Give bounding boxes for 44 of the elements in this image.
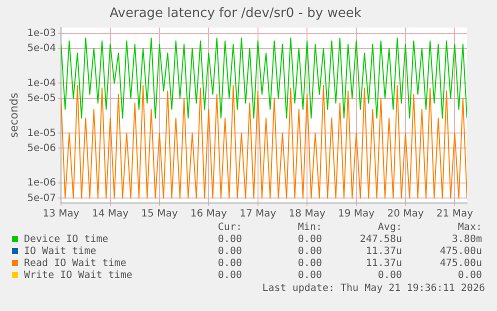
text: 475.00u (438, 258, 482, 270)
legend-label: Write IO Wait time (23, 270, 134, 282)
y-tick-label: 5e-07 (27, 192, 56, 204)
x-tick-label: 16 May (190, 208, 228, 220)
text: 0.00 (296, 258, 322, 270)
x-tick-label: 14 May (92, 208, 129, 220)
text: Max: (456, 222, 482, 234)
text: Cur: (216, 222, 242, 234)
x-tick-label: 15 May (141, 208, 178, 220)
x-tick-label: 18 May (288, 208, 326, 220)
text: 3.80m (450, 234, 482, 246)
text: 0.00 (216, 258, 242, 270)
text: 0.00 (456, 270, 482, 282)
text: 475.00u (438, 246, 482, 258)
text: 0.00 (376, 270, 402, 282)
text: Last update: Thu May 21 19:36:11 2026 (262, 283, 485, 294)
x-tick-label: 17 May (240, 208, 276, 220)
text: 0.00 (296, 270, 322, 282)
x-tick-label: 13 May (42, 208, 80, 220)
text: 0.00 (296, 234, 322, 246)
x-tick-label: 19 May (338, 208, 375, 220)
text: 0.00 (216, 270, 242, 282)
y-tick-label: 5e-05 (27, 92, 56, 104)
legend-label: Read IO Wait time (23, 258, 128, 270)
y-tick-label: 1e-05 (27, 128, 56, 139)
legend-label: Device IO time (23, 234, 110, 246)
y-tick-label: 5e-04 (27, 42, 56, 54)
text: 0.00 (216, 234, 242, 246)
text: 11.37u (364, 258, 402, 270)
text: 0.00 (216, 246, 242, 258)
text: Avg: (376, 222, 402, 234)
text: 247.58u (358, 234, 402, 246)
y-axis-title: seconds (7, 92, 20, 138)
y-tick-label: 1e-03 (27, 28, 56, 39)
x-tick-label: 21 May (436, 208, 474, 220)
y-tick-label: 1e-04 (27, 78, 56, 89)
text: Min: (296, 222, 322, 234)
chart-title: Average latency for /dev/sr0 - by week (110, 6, 362, 22)
text: 11.37u (364, 246, 402, 258)
text: 0.00 (296, 246, 322, 258)
x-tick-label: 20 May (387, 208, 424, 220)
y-tick-label: 5e-06 (27, 142, 56, 154)
legend-label: IO Wait time (23, 246, 98, 258)
y-tick-label: 1e-06 (27, 178, 56, 189)
